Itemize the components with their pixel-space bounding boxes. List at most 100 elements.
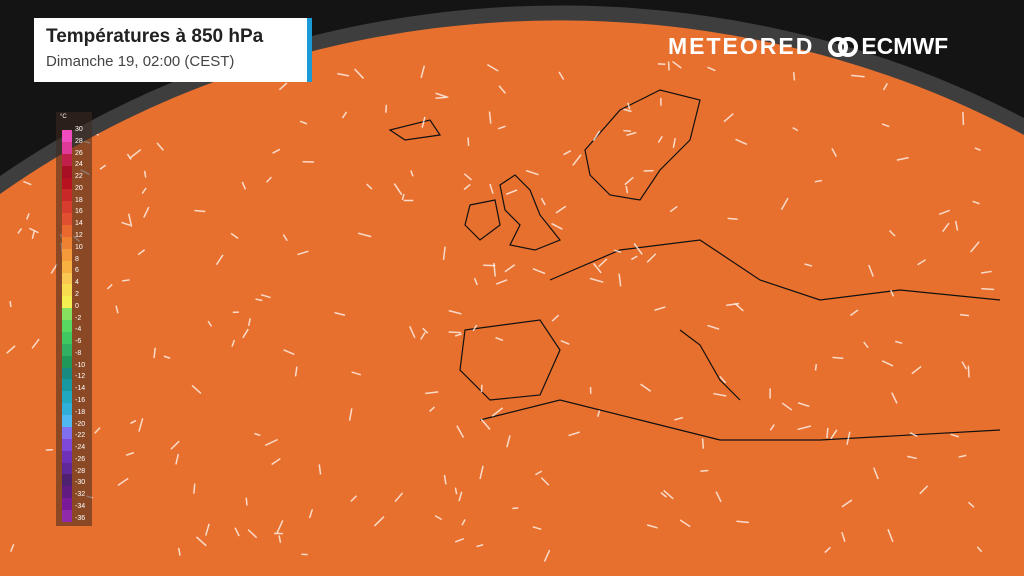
wind-streak (572, 154, 582, 166)
ecmwf-emblem-icon (828, 36, 859, 57)
wind-streak (719, 375, 727, 384)
legend-color-bin (62, 201, 72, 214)
wind-streak (917, 259, 926, 266)
wind-streak (348, 408, 353, 421)
wind-streak (863, 341, 869, 349)
wind-streak (824, 546, 831, 554)
legend-label: 20 (75, 184, 83, 192)
wind-streak (429, 406, 436, 412)
wind-streak (366, 183, 373, 190)
wind-streak (970, 241, 980, 253)
legend-label: -22 (75, 432, 86, 440)
wind-streak (540, 197, 546, 206)
temperature-legend: °C 30 28 26 24 22 20 18 16 14 12 10 8 6 4 2 0 -2 -4 -6 -8 -1… (56, 112, 92, 526)
legend-color-bin (62, 331, 72, 344)
wind-streak (26, 135, 35, 147)
wind-streak (493, 262, 496, 277)
wind-streak (10, 544, 15, 553)
wind-streak (967, 365, 970, 378)
wind-streak (297, 250, 309, 256)
wind-streak (17, 227, 23, 234)
legend-label: -18 (75, 408, 86, 416)
legend-label: -24 (75, 444, 86, 452)
legend-label: -4 (75, 326, 82, 334)
wind-streak (506, 435, 511, 448)
legend-label: -8 (75, 349, 82, 357)
legend-color-bin (62, 236, 72, 249)
wind-streak (707, 66, 716, 72)
wind-streak (271, 458, 281, 466)
wind-streak (700, 469, 709, 473)
legend-colorbar (62, 130, 72, 522)
legend-color-bin (62, 260, 72, 273)
wind-streak (260, 293, 271, 299)
wind-streak (598, 258, 608, 268)
wind-streak (456, 425, 465, 438)
legend-color-bin (62, 296, 72, 309)
wind-streak (830, 429, 838, 440)
legend-color-bin (62, 403, 72, 415)
wind-streak (425, 391, 439, 395)
wind-streak (354, 68, 365, 79)
wind-streak (596, 410, 601, 417)
wind-streak (831, 147, 837, 157)
wind-streak (193, 483, 196, 494)
wind-streak (497, 125, 506, 130)
wind-streak (942, 222, 950, 232)
wind-streak (814, 179, 823, 183)
legend-unit: °C (60, 114, 67, 120)
wind-streak (234, 527, 240, 537)
wind-streak (156, 142, 164, 151)
legend-label: 28 (75, 137, 83, 145)
wind-streak (734, 303, 744, 312)
legend-label: 2 (75, 290, 79, 298)
legend-color-bin (62, 462, 72, 475)
wind-streak (907, 455, 917, 460)
wind-streak (318, 464, 322, 475)
wind-streak (495, 279, 508, 285)
wind-streak (846, 431, 851, 445)
title-box: Températures à 850 hPa Dimanche 19, 02:0… (34, 18, 312, 82)
wind-streak (868, 264, 874, 277)
wind-streak (473, 277, 478, 286)
wind-streak (873, 467, 879, 480)
legend-color-bin (62, 450, 72, 463)
wind-streak (726, 302, 740, 307)
wind-streak (674, 416, 684, 421)
ecmwf-logo: ECMWF (828, 33, 948, 60)
wind-streak (276, 520, 284, 534)
wind-streak (526, 169, 539, 176)
wind-streak (125, 451, 135, 456)
legend-color-bin (62, 367, 72, 380)
legend-color-bin (62, 177, 72, 190)
wind-streak (448, 331, 461, 334)
wind-streak (410, 170, 414, 177)
wind-streak (881, 123, 890, 128)
wind-streak (919, 485, 929, 495)
legend-label: 8 (75, 255, 79, 263)
wind-streak (654, 306, 666, 311)
wind-streak (669, 205, 678, 213)
wind-streak (194, 209, 206, 213)
wind-streak (625, 185, 629, 194)
wind-streak (472, 324, 478, 332)
wind-streak (727, 217, 738, 221)
wind-streak (476, 544, 484, 548)
legend-label: 30 (75, 126, 83, 133)
wind-streak (660, 492, 667, 498)
wind-streak (6, 345, 16, 354)
legend-label: -34 (75, 503, 86, 510)
wind-streak (241, 181, 247, 190)
wind-streak (505, 189, 518, 196)
wind-streak (175, 453, 180, 465)
wind-streak (486, 63, 499, 72)
legend-label: -12 (75, 373, 86, 381)
legend-label: 18 (75, 196, 83, 204)
wind-streak (420, 65, 426, 78)
legend-color-bin (62, 391, 72, 404)
wind-streak (958, 454, 967, 458)
wind-streak (841, 531, 846, 542)
wind-streak (393, 183, 403, 196)
meteored-logo: METEORED (668, 33, 815, 59)
